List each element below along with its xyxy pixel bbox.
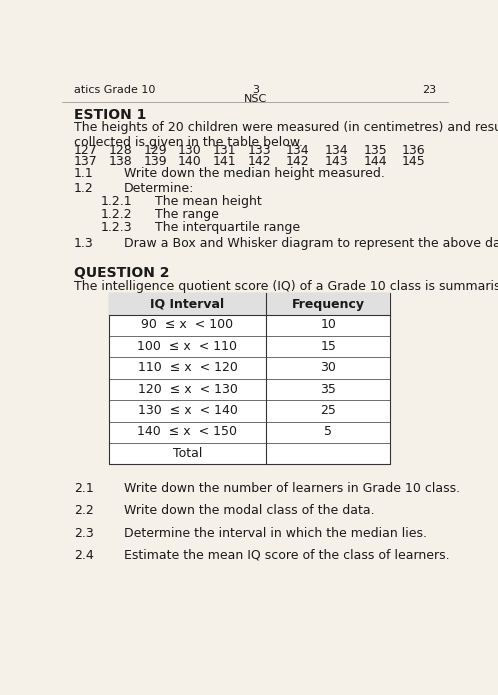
Text: Determine:: Determine: [124, 182, 194, 195]
Text: 140: 140 [178, 154, 202, 167]
Text: 127: 127 [74, 144, 98, 157]
FancyBboxPatch shape [109, 293, 390, 315]
Text: Determine the interval in which the median lies.: Determine the interval in which the medi… [124, 527, 427, 539]
Text: 138: 138 [109, 154, 132, 167]
Text: 141: 141 [213, 154, 237, 167]
Text: 23: 23 [422, 85, 437, 95]
Text: 30: 30 [320, 361, 336, 374]
Text: Total: Total [173, 447, 202, 460]
Text: 131: 131 [213, 144, 237, 157]
Text: 133: 133 [248, 144, 271, 157]
Text: ESTION 1: ESTION 1 [74, 108, 146, 122]
Text: 130  ≤ x  < 140: 130 ≤ x < 140 [137, 404, 238, 417]
Text: QUESTION 2: QUESTION 2 [74, 266, 169, 280]
Text: 100  ≤ x  < 110: 100 ≤ x < 110 [137, 340, 238, 353]
Text: IQ Interval: IQ Interval [150, 298, 225, 311]
Text: 2.3: 2.3 [74, 527, 94, 539]
Text: Write down the modal class of the data.: Write down the modal class of the data. [124, 504, 374, 517]
Text: Write down the median height measured.: Write down the median height measured. [124, 167, 385, 181]
Text: 128: 128 [109, 144, 132, 157]
Text: 90  ≤ x  < 100: 90 ≤ x < 100 [141, 318, 234, 332]
Text: Frequency: Frequency [292, 298, 365, 311]
Text: 142: 142 [286, 154, 310, 167]
Text: 3: 3 [251, 85, 259, 95]
Text: 2.2: 2.2 [74, 504, 94, 517]
Text: 144: 144 [364, 154, 387, 167]
Text: 140  ≤ x  < 150: 140 ≤ x < 150 [137, 425, 238, 439]
Text: 1.2.1: 1.2.1 [101, 195, 132, 208]
Text: 15: 15 [320, 340, 336, 353]
Text: 134: 134 [325, 144, 348, 157]
Text: 142: 142 [248, 154, 271, 167]
Text: atics Grade 10: atics Grade 10 [74, 85, 155, 95]
Text: 1.3: 1.3 [74, 237, 94, 250]
Text: 137: 137 [74, 154, 98, 167]
Text: 110  ≤ x  < 120: 110 ≤ x < 120 [137, 361, 238, 374]
Text: 120  ≤ x  < 130: 120 ≤ x < 130 [137, 383, 238, 395]
Text: 139: 139 [143, 154, 167, 167]
Text: Draw a Box and Whisker diagram to represent the above data set: Draw a Box and Whisker diagram to repres… [124, 237, 498, 250]
Text: 1.2.2: 1.2.2 [101, 208, 132, 221]
Text: 143: 143 [325, 154, 348, 167]
Text: 134: 134 [286, 144, 310, 157]
Text: 2.4: 2.4 [74, 549, 94, 562]
Text: The mean height: The mean height [155, 195, 261, 208]
Text: 136: 136 [402, 144, 425, 157]
Text: NSC: NSC [244, 94, 267, 104]
Text: Estimate the mean IQ score of the class of learners.: Estimate the mean IQ score of the class … [124, 549, 450, 562]
Text: The heights of 20 children were measured (in centimetres) and results were recor: The heights of 20 children were measured… [74, 121, 498, 149]
Text: 1.2: 1.2 [74, 182, 94, 195]
Text: 1.1: 1.1 [74, 167, 94, 181]
Text: 135: 135 [364, 144, 387, 157]
Text: 35: 35 [320, 383, 336, 395]
Text: 10: 10 [320, 318, 336, 332]
Text: 130: 130 [178, 144, 202, 157]
Text: The range: The range [155, 208, 219, 221]
Text: 1.2.3: 1.2.3 [101, 222, 132, 234]
Text: 145: 145 [402, 154, 426, 167]
FancyBboxPatch shape [109, 293, 390, 464]
Text: The interquartile range: The interquartile range [155, 222, 300, 234]
Text: 25: 25 [320, 404, 336, 417]
Text: Write down the number of learners in Grade 10 class.: Write down the number of learners in Gra… [124, 482, 460, 495]
Text: The intelligence quotient score (IQ) of a Grade 10 class is summarised in the ta: The intelligence quotient score (IQ) of … [74, 280, 498, 293]
Text: 5: 5 [324, 425, 332, 439]
Text: 129: 129 [143, 144, 167, 157]
Text: 2.1: 2.1 [74, 482, 94, 495]
